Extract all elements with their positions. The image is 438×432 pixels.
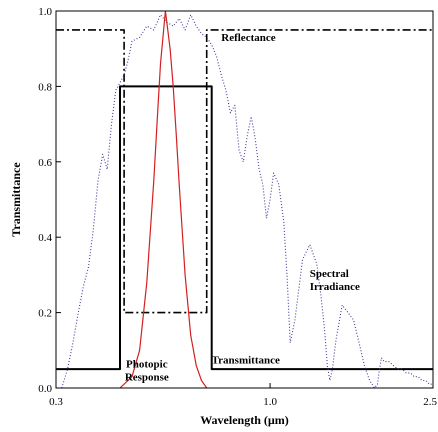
y-tick-label: 0.8 <box>38 81 52 93</box>
spectral-irradiance-curve <box>61 14 433 388</box>
x-tick-label: 1.0 <box>263 396 277 408</box>
transmittance-line <box>56 85 433 371</box>
annotation-label: Spectral <box>310 268 349 280</box>
y-tick-label: 0.0 <box>38 383 52 395</box>
y-tick-label: 0.2 <box>38 308 52 320</box>
y-tick-label: 0.6 <box>38 157 52 169</box>
x-tick-label: 0.3 <box>49 396 63 408</box>
annotation-label: Reflectance <box>221 32 275 44</box>
annotation-label: Response <box>125 371 169 383</box>
annotation-label: Transmittance <box>212 354 280 366</box>
plot-area <box>56 11 433 388</box>
photopic-response-curve <box>119 11 208 388</box>
x-tick-label: 2.5 <box>423 396 437 408</box>
annotation-label: Irradiance <box>310 281 360 293</box>
y-axis-label: Transmittance <box>9 162 23 237</box>
y-tick-label: 0.4 <box>38 232 52 244</box>
axis-ticks: 0.0 0.2 0.4 0.6 0.8 1.0 0.3 1.0 2.5 <box>38 6 437 408</box>
annotation-label: Photopic <box>126 358 168 370</box>
plot-frame <box>55 10 434 389</box>
reflectance-line <box>56 29 433 314</box>
y-tick-label: 1.0 <box>38 6 52 18</box>
x-axis-label: Wavelength (µm) <box>200 413 289 427</box>
